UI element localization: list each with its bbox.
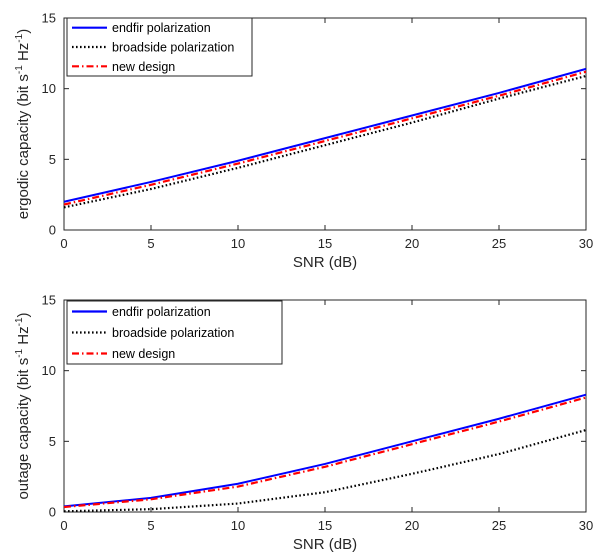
y-tick-label: 0	[49, 223, 56, 238]
series-line-new-design	[63, 70, 587, 206]
x-tick-label: 25	[492, 236, 506, 251]
legend: endfir polarization broadside polarizatio…	[66, 300, 283, 365]
y-axis-label: outage capacity (bit s-1 Hz-1)	[14, 312, 32, 499]
y-tick-label: 15	[42, 293, 56, 308]
series-line-broadside-polarization	[63, 428, 587, 513]
x-tick-label: 30	[579, 236, 593, 251]
x-tick-label: 5	[147, 518, 154, 533]
x-tick-label: 15	[318, 236, 332, 251]
x-tick-label: 15	[318, 518, 332, 533]
y-axis-label-exponent: -1	[14, 348, 25, 357]
series-line-endfir-polarization	[63, 393, 587, 508]
x-tick-label: 0	[60, 236, 67, 251]
legend-label: endfir polarization	[112, 21, 211, 35]
y-axis-label: ergodic capacity (bit s-1 Hz-1)	[14, 29, 32, 219]
y-tick-label: 5	[49, 434, 56, 449]
y-axis-label-part: Hz	[15, 43, 32, 66]
x-tick-label: 5	[147, 236, 154, 251]
x-tick-label: 30	[579, 518, 593, 533]
y-axis-label-part: outage capacity	[15, 394, 32, 500]
x-tick-label: 10	[231, 518, 245, 533]
y-axis-label-exponent: -1	[14, 317, 25, 326]
legend-label: endfir polarization	[112, 305, 211, 319]
legend-label: new design	[112, 347, 175, 361]
x-tick-label: 20	[405, 518, 419, 533]
y-tick-label: 5	[49, 152, 56, 167]
y-axis-label-part: (bit s	[15, 358, 32, 391]
y-tick-label: 0	[49, 505, 56, 520]
legend-label: new design	[112, 60, 175, 74]
y-axis-label-part: ergodic capacity	[15, 110, 32, 219]
y-axis-label-part: )	[15, 312, 32, 317]
series-line-endfir-polarization	[63, 67, 587, 203]
y-tick-label: 10	[42, 81, 56, 96]
y-tick-label: 10	[42, 363, 56, 378]
legend: endfir polarization broadside polarizatio…	[66, 17, 253, 77]
y-axis-label-exponent: -1	[14, 65, 25, 74]
chart-2: 0 5 10 15 20 25 30 0 5 10 15 SNR (dB) outage capacit…	[14, 293, 593, 554]
x-axis-label: SNR (dB)	[293, 536, 357, 553]
legend-label: broadside polarization	[112, 41, 234, 55]
chart-1: 0 5 10 15 20 25 30 0 5 10 15 SNR (dB) ergodic capaci…	[14, 11, 593, 272]
series-line-broadside-polarization	[63, 74, 587, 209]
x-tick-label: 20	[405, 236, 419, 251]
legend-label: broadside polarization	[112, 326, 234, 340]
x-tick-label: 10	[231, 236, 245, 251]
x-axis-label: SNR (dB)	[293, 254, 357, 271]
y-axis-label-exponent: -1	[14, 33, 25, 42]
y-axis-label-part: Hz	[15, 326, 32, 349]
x-tick-label: 25	[492, 518, 506, 533]
series-line-new-design	[63, 396, 587, 509]
y-tick-label: 15	[42, 11, 56, 26]
y-axis-label-part: (bit s	[15, 74, 32, 107]
x-tick-label: 0	[60, 518, 67, 533]
y-axis-label-part: )	[15, 29, 32, 34]
